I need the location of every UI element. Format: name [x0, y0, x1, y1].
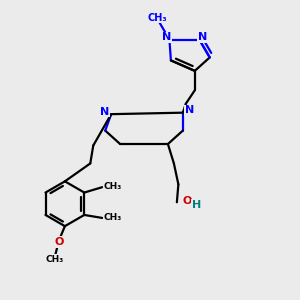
Text: N: N: [185, 105, 194, 115]
Text: N: N: [162, 32, 171, 42]
Text: H: H: [192, 200, 201, 210]
Text: CH₃: CH₃: [103, 213, 122, 222]
Text: CH₃: CH₃: [103, 182, 122, 191]
Text: CH₃: CH₃: [46, 255, 64, 264]
Text: N: N: [198, 32, 207, 42]
Text: O: O: [183, 196, 192, 206]
Text: O: O: [54, 237, 64, 247]
Text: CH₃: CH₃: [148, 13, 167, 23]
Text: N: N: [100, 107, 109, 117]
